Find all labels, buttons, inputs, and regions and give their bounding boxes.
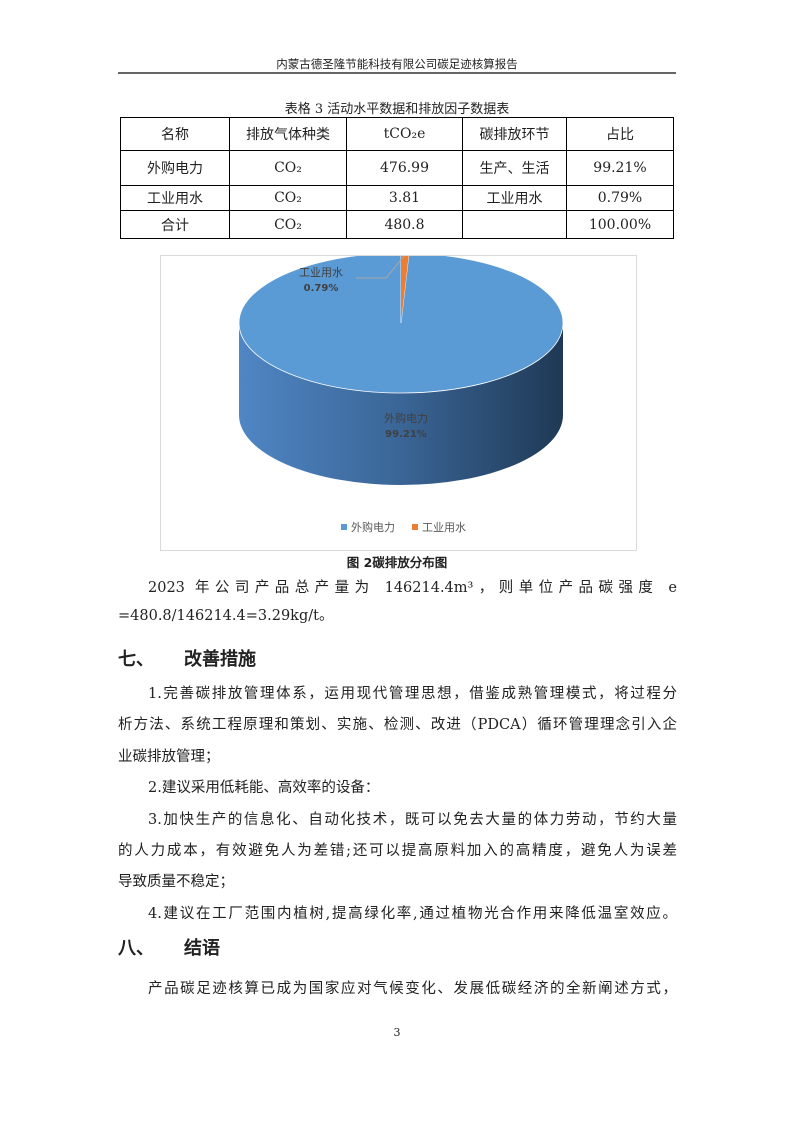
header-cell: tCO₂e: [346, 117, 463, 151]
section-number: 七、: [118, 649, 154, 670]
cell: 0.79%: [566, 185, 674, 211]
cell: CO₂: [229, 210, 347, 239]
cell: 476.99: [346, 150, 463, 186]
data-label-name: 工业用水: [299, 266, 343, 279]
header-cell: 名称: [120, 117, 230, 151]
cell: 480.8: [346, 210, 463, 239]
section-title: 改善措施: [184, 649, 256, 670]
header-rule: [118, 72, 676, 74]
paragraph-line: 的人力成本，有效避免人为差错;还可以提高原料加入的高精度，避免人为误差: [118, 843, 677, 859]
data-label-value: 99.21%: [385, 429, 427, 440]
cell: 3.81: [346, 185, 463, 211]
pie-slice-工业用水: [401, 253, 410, 323]
section-heading-7: 七、 改善措施: [118, 645, 256, 671]
table-row: 外购电力 CO₂ 476.99 生产、生活 99.21%: [120, 150, 674, 186]
table-row: 合计 CO₂ 480.8 100.00%: [120, 210, 674, 239]
data-label-value: 0.79%: [304, 283, 339, 294]
paragraph-line: =480.8/146214.4=3.29kg/t。: [118, 608, 334, 624]
paragraph-line: 3.加快生产的信息化、自动化技术，既可以免去大量的体力劳动，节约大量: [148, 812, 677, 828]
data-table: 名称 排放气体种类 tCO₂e 碳排放环节 占比 外购电力 CO₂ 476.99…: [120, 117, 674, 239]
table-header-row: 名称 排放气体种类 tCO₂e 碳排放环节 占比: [120, 117, 674, 151]
figure-caption: 图 2碳排放分布图: [346, 555, 448, 570]
cell: 合计: [120, 210, 230, 239]
legend-swatch: [341, 524, 347, 530]
paragraph-line: 析方法、系统工程原理和策划、实施、检测、改进（PDCA）循环管理理念引入企: [118, 717, 677, 733]
page-number: 3: [393, 1026, 401, 1039]
section-number: 八、: [118, 938, 154, 959]
leader-line: [356, 254, 406, 279]
legend-swatch: [412, 524, 418, 530]
pie-side: [239, 323, 563, 485]
table-row: 工业用水 CO₂ 3.81 工业用水 0.79%: [120, 185, 674, 211]
cell: 100.00%: [566, 210, 674, 239]
cell: CO₂: [229, 150, 347, 186]
pie-svg: 工业用水 0.79% 外购电力 99.21% 外购电力 工业用水: [238, 252, 564, 534]
page-header: 内蒙古德圣隆节能科技有限公司碳足迹核算报告: [276, 57, 518, 71]
paragraph-line: 业碳排放管理；: [118, 749, 220, 765]
section-title: 结语: [184, 938, 220, 959]
legend-label: 工业用水: [422, 521, 466, 534]
cell: 外购电力: [120, 150, 230, 186]
paragraph-line: 2.建议采用低耗能、高效率的设备：: [148, 780, 380, 796]
paragraph-line: 产品碳足迹核算已成为国家应对气候变化、发展低碳经济的全新阐述方式，: [148, 981, 677, 997]
legend-label: 外购电力: [351, 520, 395, 534]
pie-chart: 工业用水 0.79% 外购电力 99.21% 外购电力 工业用水: [160, 252, 637, 551]
cell: 工业用水: [462, 185, 567, 211]
cell: 生产、生活: [462, 150, 567, 186]
paragraph-line: 2023 年公司产品总产量为 146214.4m³，则单位产品碳强度 e: [148, 580, 677, 596]
data-label-name: 外购电力: [384, 411, 428, 425]
paragraph-line: 1.完善碳排放管理体系，运用现代管理思想，借鉴成熟管理模式，将过程分: [148, 686, 677, 702]
pie-slice-外购电力: [238, 252, 564, 394]
header-cell: 碳排放环节: [462, 117, 567, 151]
cell: [462, 210, 567, 239]
table-caption: 表格 3 活动水平数据和排放因子数据表: [284, 102, 510, 117]
section-heading-8: 八、 结语: [118, 934, 220, 960]
cell: 99.21%: [566, 150, 674, 186]
header-cell: 占比: [566, 117, 674, 151]
cell: 工业用水: [120, 185, 230, 211]
paragraph-line: 4.建议在工厂范围内植树,提高绿化率,通过植物光合作用来降低温室效应。: [148, 906, 677, 922]
header-cell: 排放气体种类: [229, 117, 347, 151]
cell: CO₂: [229, 185, 347, 211]
paragraph-line: 导致质量不稳定；: [118, 874, 234, 890]
